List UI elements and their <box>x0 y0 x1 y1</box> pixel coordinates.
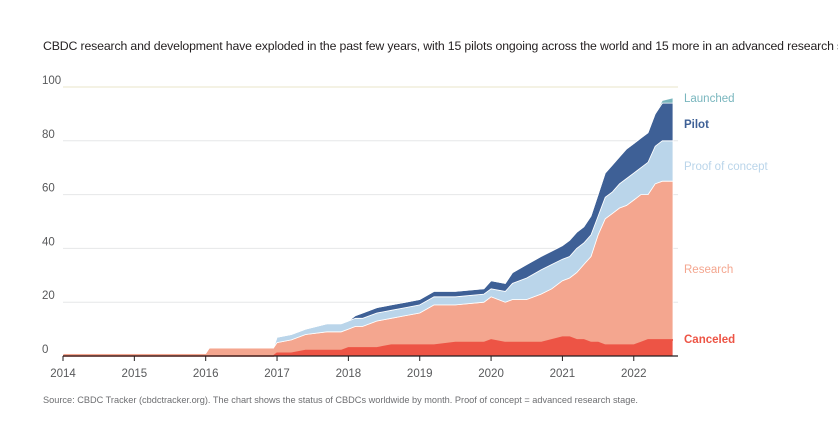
x-tick-label: 2020 <box>478 368 504 380</box>
y-tick-label: 20 <box>42 290 55 302</box>
x-tick-label: 2018 <box>336 368 362 380</box>
series-areas <box>62 97 674 357</box>
chart-title: CBDC research and development have explo… <box>43 39 838 53</box>
canceled-series-line <box>63 336 673 357</box>
x-tick-label: 2015 <box>122 368 148 380</box>
x-tick-label: 2022 <box>621 368 647 380</box>
y-tick-label: 40 <box>42 236 55 248</box>
x-tick-label: 2017 <box>264 368 290 380</box>
y-tick-label: 0 <box>42 344 48 356</box>
x-tick-label: 2016 <box>193 368 219 380</box>
x-tick-label: 2019 <box>407 368 433 380</box>
series-label-proof-of-concept: Proof of concept <box>684 161 769 173</box>
area-launched <box>63 97 674 354</box>
y-tick-label: 60 <box>42 183 55 195</box>
y-axis-tick-labels: 0 20 40 60 80 100 <box>42 75 61 356</box>
series-label-launched: Launched <box>684 93 735 105</box>
area-research <box>62 180 674 357</box>
series-labels: Launched Pilot Proof of concept Research Can… <box>684 93 769 346</box>
series-label-canceled: Canceled <box>684 334 735 346</box>
y-tick-label: 80 <box>42 129 55 141</box>
series-label-pilot: Pilot <box>684 119 709 131</box>
y-tick-label: 100 <box>42 75 61 87</box>
x-axis: 2014 2015 2016 2017 2018 2019 2020 2021 2022 <box>50 355 678 380</box>
source-note: Source: CBDC Tracker (cbdctracker.org). … <box>43 395 638 405</box>
series-label-research: Research <box>684 264 733 276</box>
x-tick-label: 2014 <box>50 368 76 380</box>
line-canceled <box>63 336 673 357</box>
x-tick-label: 2021 <box>550 368 576 380</box>
